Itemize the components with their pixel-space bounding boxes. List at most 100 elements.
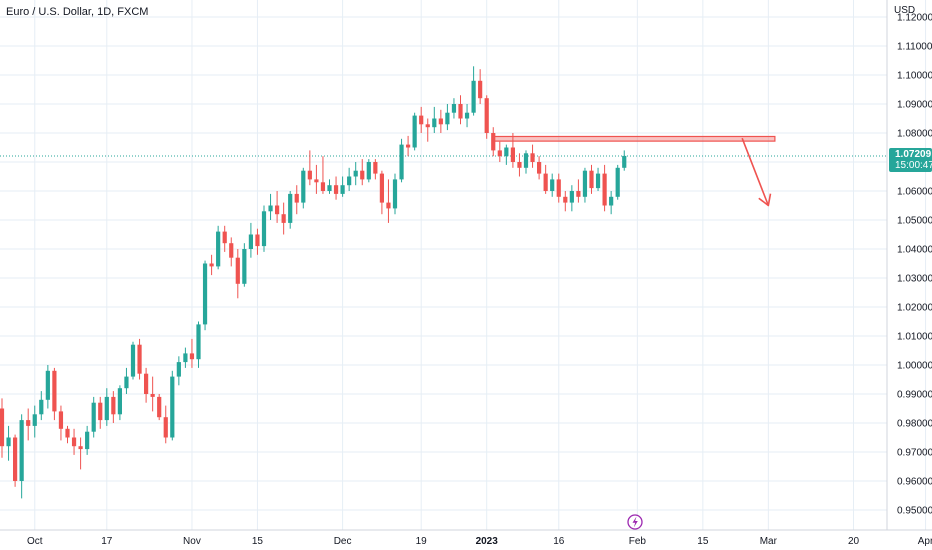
- candle: [189, 338, 195, 368]
- candle-body: [281, 214, 286, 223]
- candle-body: [497, 150, 502, 157]
- candle: [45, 365, 50, 409]
- candle-body: [451, 104, 457, 113]
- candle: [281, 202, 286, 235]
- candle-body: [78, 446, 83, 450]
- candle-body: [52, 370, 57, 412]
- candle: [432, 106, 437, 133]
- candle-body: [622, 155, 627, 168]
- candle-body: [117, 388, 122, 415]
- candle: [65, 425, 70, 444]
- price-tick-label: 1.04000: [897, 245, 932, 256]
- candle: [19, 414, 24, 499]
- candle-body: [202, 263, 208, 325]
- lightning-icon[interactable]: [627, 514, 643, 530]
- candle-body: [307, 170, 312, 180]
- candle-body: [294, 193, 299, 203]
- price-tick-label: 1.02000: [897, 303, 932, 314]
- candle: [98, 396, 103, 429]
- candle: [183, 347, 188, 368]
- last-price-label: 1.07209 15:00:47: [889, 147, 932, 172]
- candle-body: [288, 193, 293, 223]
- candle: [550, 173, 555, 197]
- candle-body: [445, 112, 450, 125]
- chart-annotations[interactable]: [492, 135, 776, 207]
- candle: [609, 191, 614, 215]
- price-tick-label: 1.08000: [897, 129, 932, 140]
- projection-arrow[interactable]: [741, 137, 772, 207]
- candle: [163, 405, 168, 444]
- price-tick-label: 0.95000: [897, 506, 932, 517]
- price-tick-label: 1.00000: [897, 361, 932, 372]
- candle-body: [569, 191, 574, 203]
- candle: [497, 141, 502, 162]
- candle-body: [523, 153, 529, 168]
- candle-body: [609, 196, 614, 206]
- candle: [576, 179, 581, 203]
- candle: [301, 167, 306, 209]
- candle-body: [6, 437, 11, 447]
- candle: [484, 95, 489, 139]
- candle: [543, 164, 548, 194]
- candle-body: [39, 399, 44, 415]
- candle-body: [438, 118, 443, 125]
- candle: [130, 341, 136, 380]
- candle: [255, 228, 260, 255]
- candle: [622, 150, 627, 171]
- candle-body: [517, 162, 522, 168]
- candle-body: [432, 118, 437, 128]
- candle-body: [327, 185, 332, 191]
- candle-body: [537, 162, 542, 174]
- candle-body: [510, 147, 515, 162]
- candle-body: [216, 231, 221, 267]
- candle: [406, 135, 411, 157]
- time-tick-label: Apr: [918, 536, 932, 547]
- candle-body: [353, 170, 358, 177]
- resistance-zone[interactable]: [492, 135, 776, 142]
- candle: [307, 150, 312, 186]
- candle: [615, 164, 620, 200]
- candle: [425, 118, 430, 142]
- candle-body: [333, 185, 339, 194]
- candle-body: [550, 179, 555, 191]
- time-axis[interactable]: Oct17Nov15Dec19202316Feb15Mar20Apr17May1…: [27, 536, 932, 547]
- candle: [412, 112, 417, 151]
- candle-body: [0, 408, 5, 447]
- candle: [209, 254, 214, 276]
- candle: [216, 225, 221, 270]
- candle-body: [111, 396, 116, 415]
- candle: [438, 109, 443, 133]
- candle: [569, 185, 574, 212]
- candle: [589, 164, 594, 194]
- candle-body: [595, 173, 601, 189]
- candle-body: [98, 402, 103, 421]
- bar-countdown: 15:00:47: [895, 160, 932, 171]
- candle-body: [484, 98, 489, 133]
- candle-body: [602, 173, 607, 206]
- candle-body: [144, 373, 149, 394]
- candle: [379, 170, 384, 215]
- candle-body: [183, 353, 188, 363]
- candle-body: [261, 211, 267, 247]
- candles: [0, 66, 627, 499]
- candle-body: [176, 362, 181, 377]
- candle: [471, 66, 476, 116]
- candle-body: [222, 231, 227, 244]
- last-price-value: 1.07209: [895, 149, 932, 160]
- candle-body: [478, 80, 483, 99]
- price-tick-label: 0.97000: [897, 448, 932, 459]
- candle-body: [504, 147, 509, 157]
- candle: [419, 106, 424, 133]
- candle-body: [65, 428, 70, 438]
- candle: [353, 162, 358, 186]
- arrow-head: [758, 193, 772, 207]
- candle: [386, 179, 391, 223]
- candle: [333, 176, 339, 200]
- price-axis[interactable]: 0.95000 0.96000 0.97000 0.98000 0.99000 1.000…: [897, 13, 932, 517]
- candle-body: [563, 196, 568, 203]
- candle: [510, 133, 515, 168]
- candle-body: [255, 234, 260, 247]
- candle-body: [576, 191, 581, 197]
- candle-body: [406, 144, 411, 148]
